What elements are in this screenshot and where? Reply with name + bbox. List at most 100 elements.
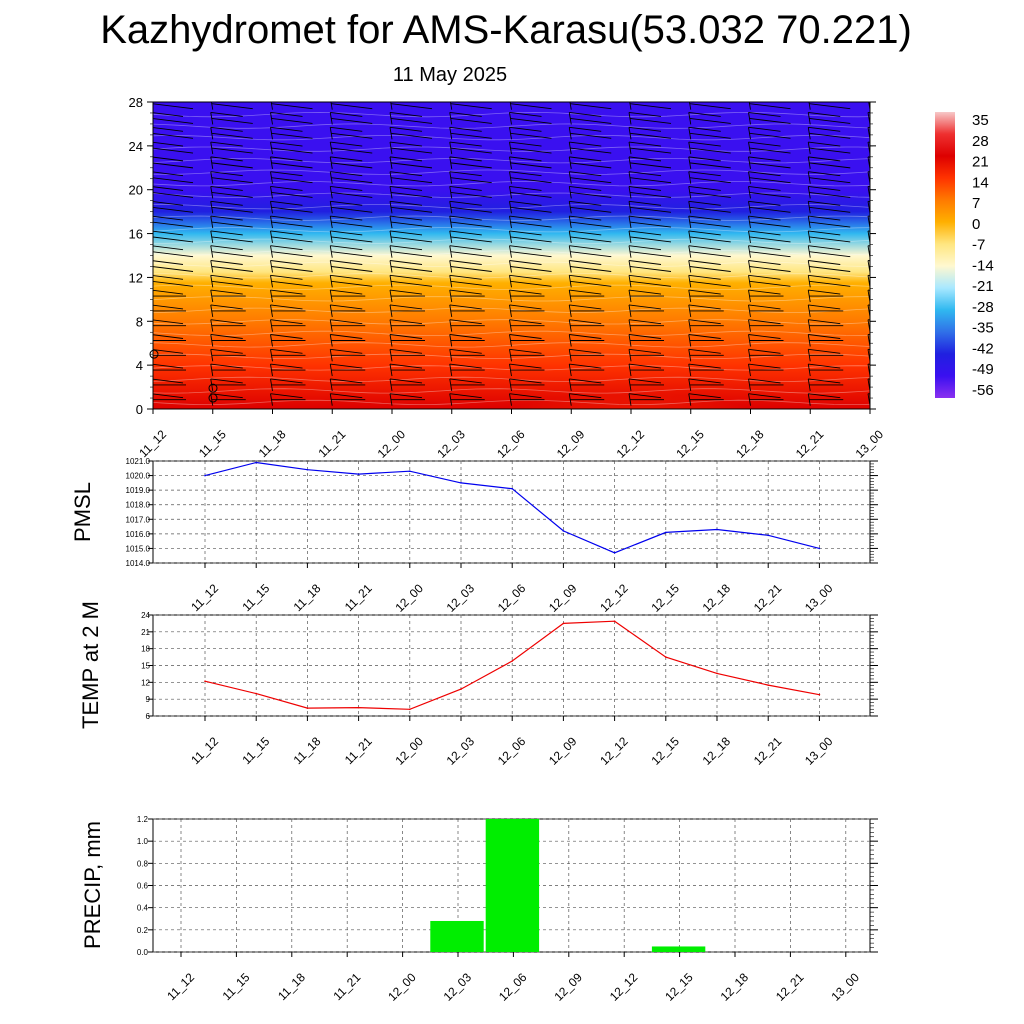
- x-tick-label: 11_21: [342, 581, 375, 614]
- y-tick-label: 9: [146, 695, 151, 704]
- data-point: [357, 706, 360, 709]
- y-tick-label: 16: [129, 227, 143, 242]
- temp-panel: 6 9 12 15 18 21 24 11_12 11_15 11_18 11_21 12_00 12_…: [78, 601, 878, 768]
- x-tick-label: 12_06: [494, 427, 528, 461]
- colorbar: 35 28 21 14 7 0 -7 -14 -21 -28 -35 -42 -49 -56: [935, 112, 994, 399]
- data-point: [665, 531, 667, 534]
- panel-frame: [152, 614, 871, 717]
- x-tick-label: 13_00: [828, 970, 862, 1004]
- x-tick-label: 12_12: [597, 734, 631, 768]
- x-tick-label: 12_09: [551, 970, 585, 1004]
- data-point: [255, 692, 257, 695]
- warm-core: [444, 326, 818, 409]
- chart-title: Kazhydromet for AMS-Karasu(53.032 70.221…: [100, 8, 912, 52]
- y-tick-label: 1.0: [137, 837, 149, 846]
- x-tick-label: 11_12: [164, 970, 197, 1003]
- calm-marker: [208, 383, 218, 393]
- y-tick-label: 8: [136, 314, 143, 329]
- colorbar-label: -42: [972, 340, 994, 357]
- x-tick-label: 12_03: [444, 581, 478, 615]
- x-tick-label: 11_15: [239, 581, 272, 614]
- x-tick-label: 11_12: [136, 427, 169, 460]
- data-point: [460, 482, 462, 484]
- x-tick-label: 12_00: [385, 970, 419, 1004]
- precip-bar: [485, 819, 540, 952]
- x-tick-label: 13_00: [853, 427, 887, 461]
- colorbar-label: -28: [972, 299, 994, 316]
- data-point: [818, 547, 821, 550]
- data-point: [818, 693, 821, 696]
- colorbar-label: -56: [972, 382, 994, 399]
- y-tick-label: 0.6: [137, 882, 149, 891]
- y-tick-label: 1014.0: [126, 559, 151, 568]
- precip-bar: [430, 920, 484, 952]
- x-tick-label: 12_00: [392, 581, 426, 615]
- x-tick-label: 12_09: [554, 427, 588, 461]
- x-tick-label: 11_18: [256, 427, 289, 460]
- x-tick-label: 12_00: [392, 734, 426, 768]
- y-tick-label: 18: [141, 645, 150, 654]
- x-tick-label: 12_06: [495, 734, 529, 768]
- x-tick-label: 11_15: [239, 734, 272, 767]
- data-point: [357, 473, 360, 475]
- x-tick-label: 12_18: [700, 581, 734, 615]
- data-point: [409, 708, 411, 711]
- y-tick-label: 1016.0: [126, 530, 151, 539]
- x-tick-label: 11_21: [342, 734, 375, 767]
- x-tick-label: 12_21: [773, 970, 807, 1004]
- data-point: [511, 487, 513, 490]
- data-point: [716, 672, 718, 675]
- data-point: [665, 656, 667, 658]
- x-tick-label: 12_12: [614, 427, 648, 461]
- data-point: [716, 528, 718, 531]
- x-tick-label: 13_00: [802, 581, 836, 615]
- colorbar-label: 7: [972, 195, 980, 212]
- y-tick-label: 0.4: [137, 904, 149, 913]
- colorbar-label: 28: [972, 133, 989, 150]
- x-tick-label: 11_12: [188, 581, 221, 614]
- x-tick-label: 12_09: [546, 581, 580, 615]
- calm-marker: [208, 393, 218, 403]
- colorbar-label: -21: [972, 278, 994, 295]
- colorbar-fill: [935, 112, 955, 398]
- x-tick-label: 11_12: [188, 734, 221, 767]
- panel-frame: [152, 460, 871, 564]
- colorbar-label: -14: [972, 257, 994, 274]
- data-point: [306, 707, 309, 709]
- y-tick-label: 1018.0: [126, 501, 151, 510]
- x-tick-label: 12_15: [648, 581, 682, 615]
- data-point: [204, 680, 206, 683]
- x-tick-label: 11_18: [275, 970, 308, 1003]
- y-tick-label: 0.0: [137, 948, 149, 957]
- data-point: [613, 620, 616, 622]
- colorbar-label: 35: [972, 112, 989, 129]
- x-tick-label: 12_21: [793, 427, 827, 461]
- y-tick-label: 4: [136, 358, 143, 373]
- y-tick-label: 24: [141, 611, 150, 620]
- y-tick-label: 24: [129, 139, 143, 154]
- y-tick-label: 15: [141, 662, 150, 671]
- data-point: [613, 552, 616, 554]
- y-tick-label: 6: [146, 712, 151, 721]
- y-tick-label: 21: [141, 628, 150, 637]
- data-point: [306, 468, 309, 471]
- y-tick-label: 12: [129, 270, 143, 285]
- x-tick-label: 12_03: [434, 427, 468, 461]
- colorbar-label: 0: [972, 216, 980, 233]
- data-point: [204, 474, 206, 477]
- data-point: [767, 534, 769, 537]
- y-tick-label: 1021.0: [126, 457, 151, 466]
- y-axis-label: PRECIP, mm: [80, 821, 105, 949]
- colorbar-label: 21: [972, 154, 989, 171]
- x-tick-label: 12_12: [597, 581, 631, 615]
- y-axis-label: PMSL: [70, 482, 95, 542]
- heatmap-panel: 0 4 8 12 16 20 24 28 11_12 11_15 11_18 11_21 12_00 12…: [129, 95, 887, 461]
- x-tick-label: 12_06: [496, 970, 530, 1004]
- x-tick-label: 12_09: [546, 734, 580, 768]
- x-tick-label: 11_18: [291, 581, 324, 614]
- x-tick-label: 12_06: [495, 581, 529, 615]
- y-tick-label: 28: [129, 95, 143, 110]
- chart-subtitle: 11 May 2025: [392, 64, 508, 86]
- data-point: [460, 688, 462, 690]
- x-tick-label: 11_21: [316, 427, 349, 460]
